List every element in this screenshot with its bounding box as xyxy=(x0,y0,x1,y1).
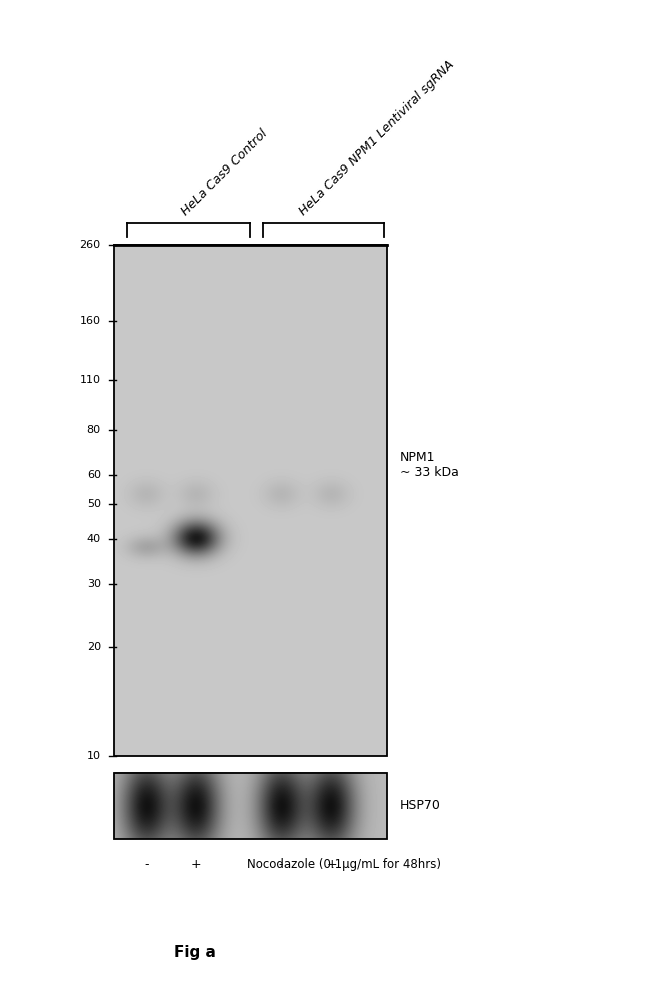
Text: Fig a: Fig a xyxy=(174,946,216,960)
Text: -: - xyxy=(279,859,283,871)
Text: HeLa Cas9 NPM1 Lentiviral sgRNA: HeLa Cas9 NPM1 Lentiviral sgRNA xyxy=(296,58,456,218)
Text: 260: 260 xyxy=(79,240,101,250)
Text: 160: 160 xyxy=(80,316,101,326)
Text: HSP70: HSP70 xyxy=(400,800,441,812)
Text: 30: 30 xyxy=(86,579,101,589)
Text: 20: 20 xyxy=(86,643,101,652)
Text: HeLa Cas9 Control: HeLa Cas9 Control xyxy=(179,127,270,218)
Text: 50: 50 xyxy=(86,498,101,509)
Text: 60: 60 xyxy=(86,470,101,480)
Text: 110: 110 xyxy=(80,375,101,385)
Text: 40: 40 xyxy=(86,534,101,544)
Text: NPM1
~ 33 kDa: NPM1 ~ 33 kDa xyxy=(400,451,459,479)
Text: Nocodazole (0.1μg/mL for 48hrs): Nocodazole (0.1μg/mL for 48hrs) xyxy=(247,859,441,871)
Text: 10: 10 xyxy=(86,751,101,761)
Bar xyxy=(114,773,387,839)
Text: -: - xyxy=(144,859,148,871)
Text: +: + xyxy=(191,859,202,871)
Bar xyxy=(114,245,387,756)
Text: +: + xyxy=(326,859,337,871)
Text: 80: 80 xyxy=(86,425,101,434)
